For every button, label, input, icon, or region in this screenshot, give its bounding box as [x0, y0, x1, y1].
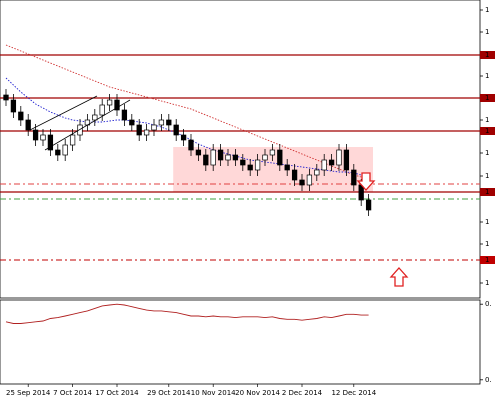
level-tag — [480, 188, 495, 196]
x-tick-label: 7 Oct 2014 — [53, 389, 92, 397]
y-tick-label: 0. — [485, 376, 492, 384]
down-arrow — [356, 172, 376, 191]
candle-body — [106, 99, 113, 106]
level-label: 1 — [485, 256, 489, 264]
candle-body — [299, 179, 305, 186]
y-tick-label: 1 — [485, 72, 489, 80]
candle-body — [77, 124, 83, 136]
candle-body — [40, 134, 46, 141]
up-arrow — [389, 267, 409, 287]
level-label: 1 — [485, 188, 489, 196]
candle-body — [306, 174, 313, 186]
candle-body — [166, 119, 172, 126]
candle-body — [269, 149, 276, 156]
candle-body — [195, 149, 202, 156]
candle-body — [203, 154, 209, 166]
candle-body — [143, 129, 150, 136]
candle-body — [92, 114, 98, 121]
x-tick-label: 29 Oct 2014 — [147, 389, 191, 397]
candle-body — [180, 134, 187, 141]
indicator-panel — [0, 299, 481, 385]
candle-body — [254, 159, 261, 171]
x-tick-label: 2 Dec 2014 — [282, 389, 323, 397]
candle-body — [99, 104, 105, 116]
candle-body — [25, 119, 31, 131]
level-tag — [480, 127, 495, 135]
candle-body — [217, 149, 224, 161]
candle-body — [277, 149, 283, 166]
candle-body — [328, 159, 335, 166]
indicator-line — [5, 303, 369, 324]
y-tick-label: 1 — [485, 218, 489, 226]
level-tag — [480, 256, 495, 264]
channel-line — [29, 95, 98, 131]
candle-body — [173, 124, 179, 136]
candle-body — [32, 129, 39, 141]
candle-body — [240, 159, 246, 166]
candle-body — [343, 149, 350, 171]
candle-body — [284, 164, 290, 171]
y-tick-label: 1 — [485, 172, 489, 180]
candle-body — [314, 169, 320, 176]
y-tick-label: 1 — [485, 240, 489, 248]
candle-body — [321, 159, 327, 171]
candle-body — [62, 144, 68, 156]
candle-body — [158, 119, 165, 126]
y-tick-label: 1 — [485, 149, 489, 157]
candle-body — [247, 164, 253, 171]
y-tick-label: 1 — [485, 279, 489, 287]
candle-body — [291, 169, 298, 181]
candle-body — [10, 99, 17, 113]
level-tag — [480, 51, 495, 59]
candle-body — [18, 111, 24, 121]
x-tick-label: 17 Oct 2014 — [95, 389, 139, 397]
candle-body — [55, 149, 61, 156]
y-tick-label: 0. — [485, 300, 492, 308]
candle-body — [225, 154, 231, 161]
candle-body — [232, 154, 239, 161]
level-tag — [480, 94, 495, 102]
channel-line — [44, 99, 131, 151]
candle-body — [114, 99, 120, 111]
x-tick-label: 20 Nov 2014 — [235, 389, 280, 397]
y-tick-label: 1 — [485, 28, 489, 36]
x-tick-label: 25 Sep 2014 — [6, 389, 51, 397]
candle-body — [3, 94, 9, 101]
candle-body — [151, 124, 157, 131]
candle-body — [351, 169, 357, 186]
moving-average — [5, 44, 369, 181]
moving-average — [5, 77, 369, 180]
level-label: 1 — [485, 127, 489, 135]
candle-body — [69, 134, 76, 146]
y-tick-label: 1 — [485, 6, 489, 14]
candle-body — [365, 199, 372, 211]
candle-body — [136, 124, 142, 136]
candle-body — [262, 154, 268, 161]
level-label: 1 — [485, 51, 489, 59]
level-label: 1 — [485, 94, 489, 102]
plot-layer — [0, 9, 483, 381]
candle-body — [210, 149, 216, 166]
candle-body — [336, 149, 342, 166]
x-tick-label: 12 Dec 2014 — [331, 389, 376, 397]
candle-body — [47, 134, 54, 151]
y-tick-label: 1 — [485, 116, 489, 124]
candle-body — [121, 109, 128, 121]
candle-body — [129, 119, 135, 126]
x-tick-label: 10 Nov 2014 — [191, 389, 236, 397]
candle-body — [188, 139, 194, 151]
